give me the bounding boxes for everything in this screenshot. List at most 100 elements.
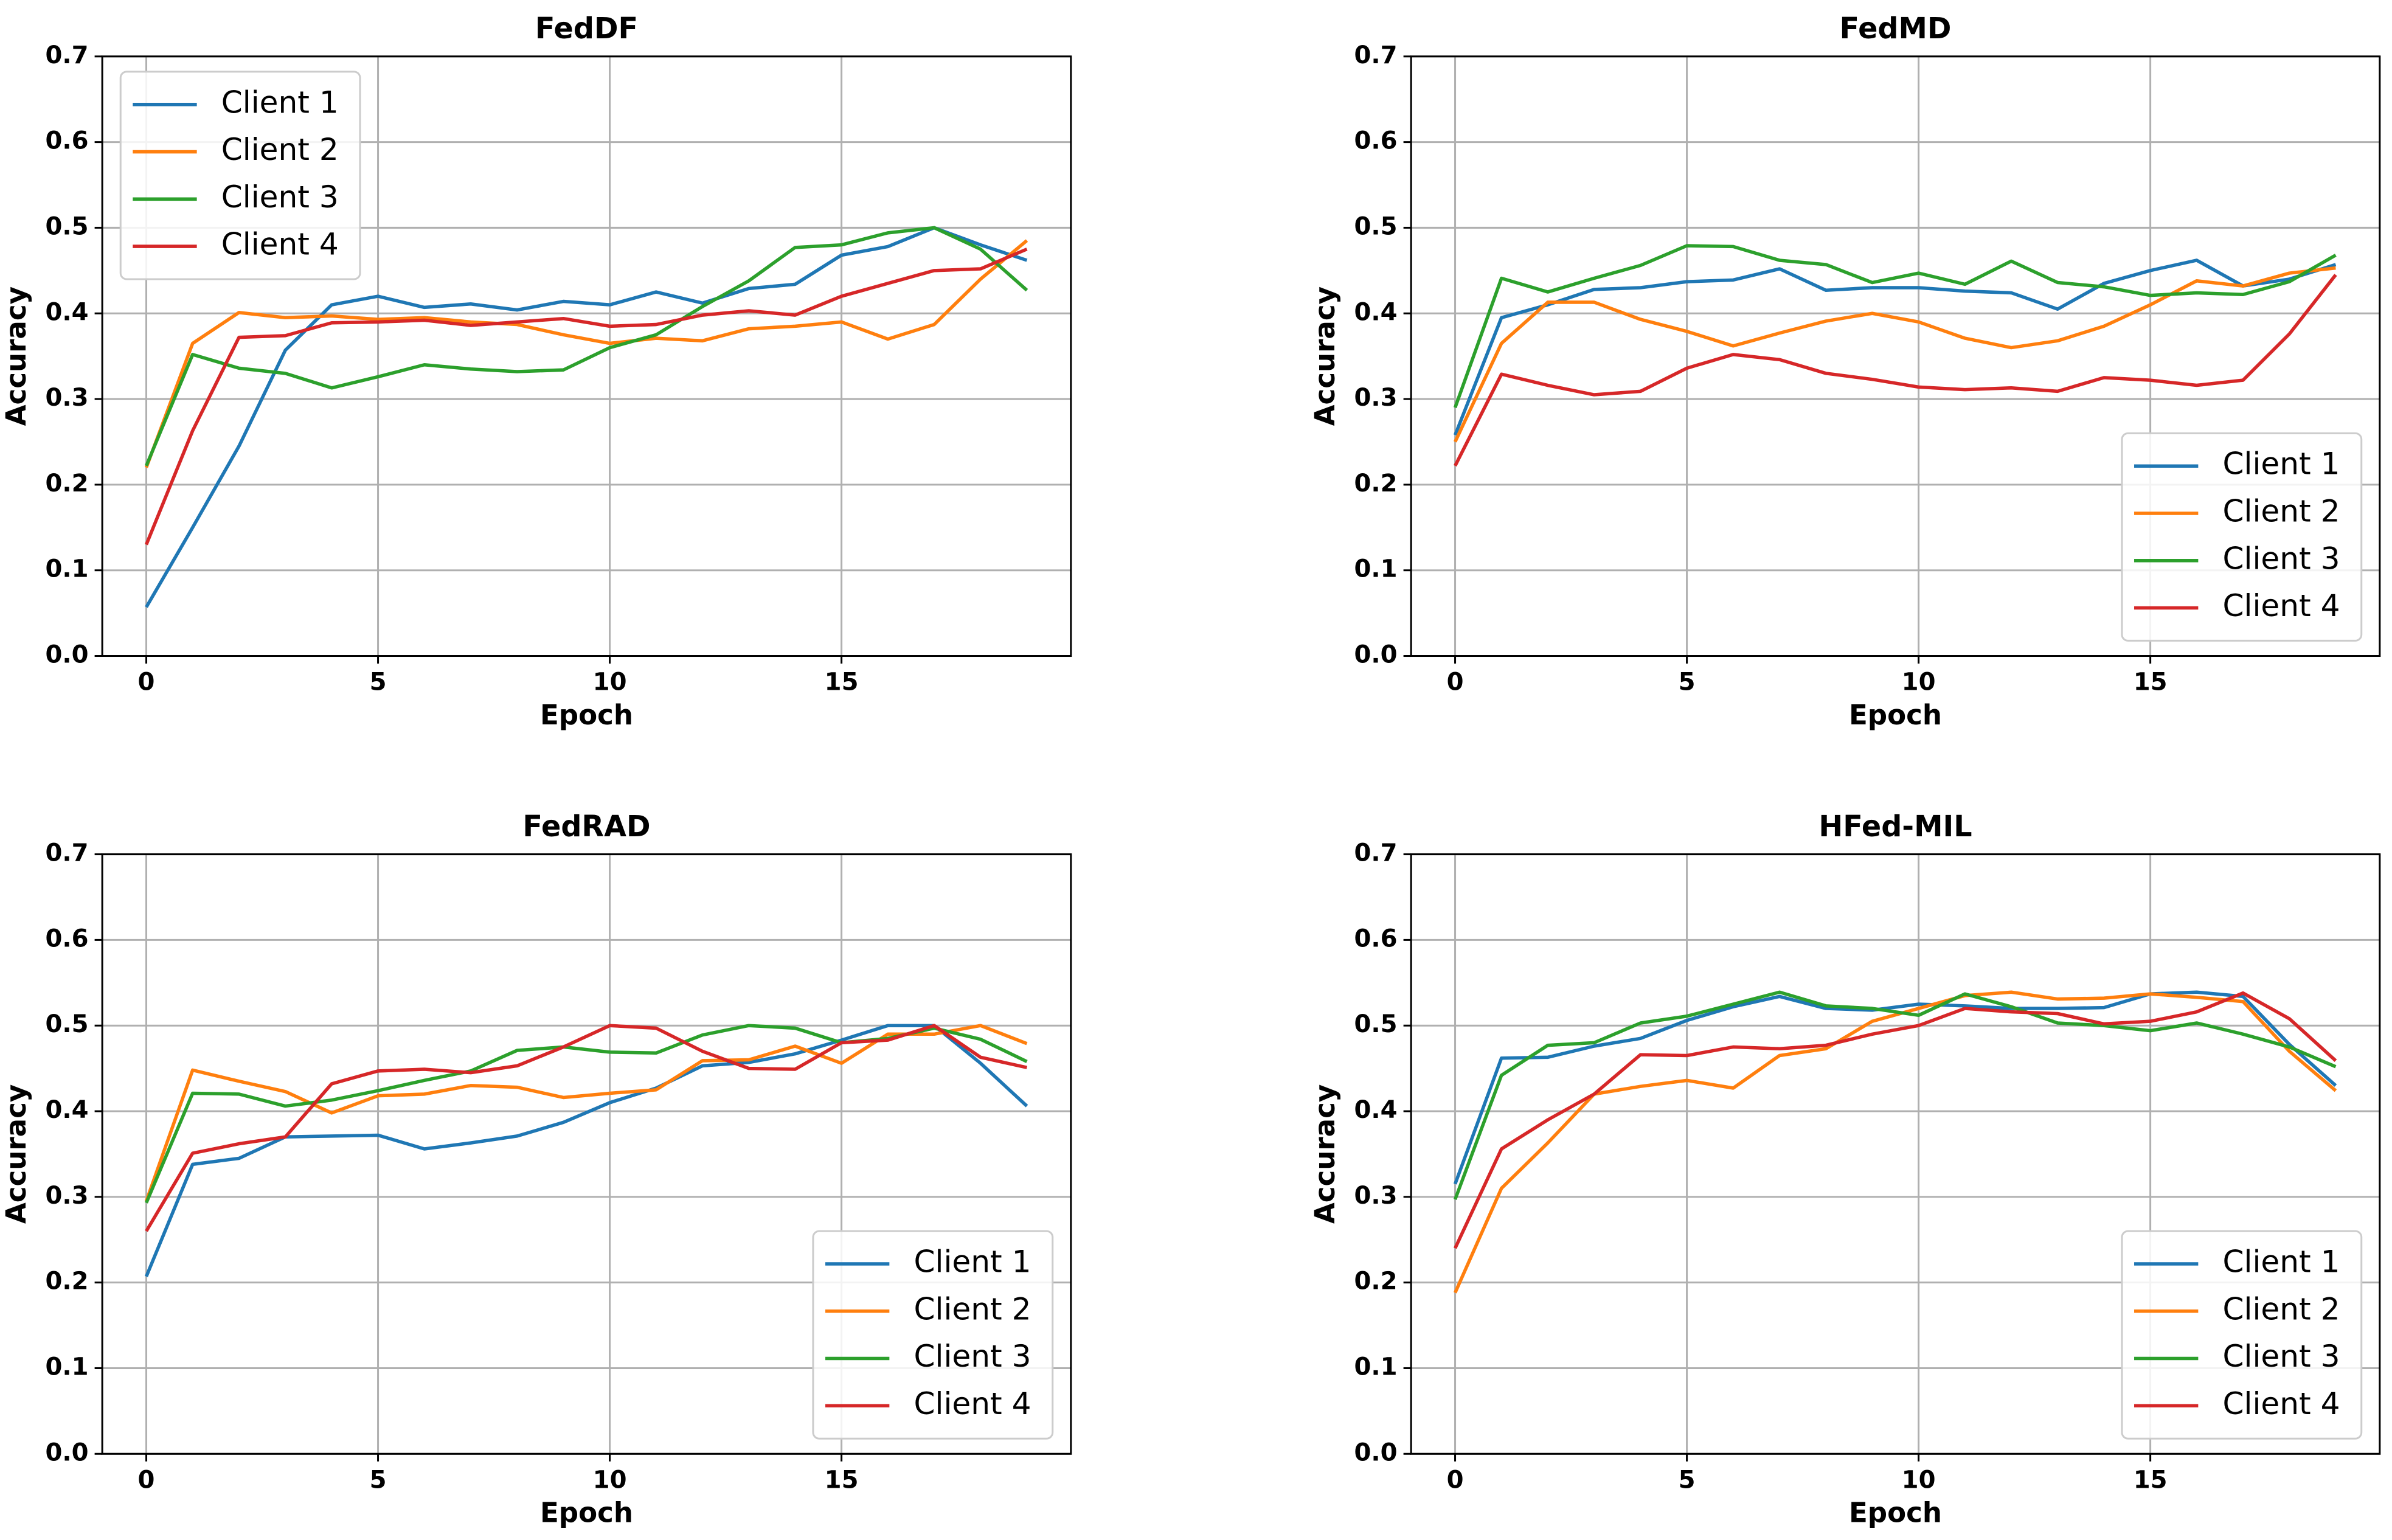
y-tick-label: 0.7 — [45, 41, 88, 69]
legend-label: Client 3 — [913, 1338, 1031, 1374]
legend-label: Client 4 — [913, 1386, 1031, 1421]
y-tick-label: 0.6 — [1354, 924, 1397, 952]
legend-label: Client 3 — [2223, 540, 2340, 576]
legend-label: Client 4 — [2223, 1386, 2340, 1421]
legend-box — [2121, 1230, 2363, 1440]
line-chart: 0.0 0.1 0.2 0.3 0.4 0.5 0.6 0.7 0 5 10 15 HFed-MIL Ep… — [1309, 810, 2381, 1529]
x-tick-label: 10 — [593, 668, 627, 696]
plot-frame — [101, 55, 1072, 657]
y-tick-label: 0.5 — [45, 212, 88, 240]
x-axis-label: Epoch — [1849, 699, 1942, 731]
y-tick-label: 0.4 — [1354, 1096, 1397, 1124]
x-tick-label: 10 — [1902, 1466, 1936, 1494]
x-tick-label: 0 — [1447, 1466, 1464, 1494]
y-tick-label: 0.1 — [1354, 1353, 1397, 1381]
legend-box — [812, 1230, 1054, 1440]
legend-label: Client 4 — [2223, 588, 2340, 623]
legend-label: Client 3 — [2223, 1338, 2340, 1374]
legend-label: Client 2 — [221, 131, 339, 167]
y-tick-label: 0.1 — [45, 555, 88, 583]
series-line — [1454, 266, 2336, 443]
y-tick-label: 0.7 — [45, 839, 88, 867]
y-tick-label: 0.0 — [45, 1438, 88, 1466]
x-tick-label: 5 — [1679, 668, 1696, 696]
y-axis-label: Accuracy — [1309, 1084, 1341, 1224]
y-tick-label: 0.4 — [45, 298, 88, 326]
legend: Client 1 Client 2 Client 3 Client 4 — [2121, 1230, 2363, 1440]
series-line — [1454, 274, 2337, 467]
legend-label: Client 1 — [221, 84, 339, 120]
y-tick-label: 0.5 — [45, 1010, 88, 1038]
y-tick-label: 0.3 — [1354, 1182, 1397, 1210]
legend-label: Client 2 — [2223, 493, 2340, 529]
series-line — [144, 1024, 1028, 1277]
x-tick-label: 0 — [1447, 668, 1464, 696]
y-tick-label: 0.4 — [1354, 298, 1397, 326]
legend-box — [2121, 432, 2363, 642]
y-tick-label: 0.6 — [45, 127, 88, 155]
x-tick-label: 15 — [2134, 1466, 2168, 1494]
series-line — [1453, 990, 2337, 1201]
series-line — [145, 226, 1028, 608]
x-tick-label: 10 — [593, 1466, 627, 1494]
legend-label: Client 2 — [2223, 1291, 2340, 1327]
series-line — [1453, 258, 2337, 436]
legend: Client 1 Client 2 Client 3 Client 4 — [2121, 432, 2363, 642]
y-tick-label: 0.3 — [45, 1182, 88, 1210]
y-tick-label: 0.5 — [1354, 212, 1397, 240]
plot-frame — [1410, 853, 2381, 1455]
series-line — [144, 239, 1028, 468]
x-axis-label: Epoch — [540, 1497, 633, 1529]
y-tick-label: 0.2 — [45, 1268, 88, 1295]
legend-box — [119, 71, 361, 280]
x-axis-label: Epoch — [1849, 1497, 1942, 1529]
chart-title: FedRAD — [522, 810, 650, 844]
y-tick-label: 0.0 — [1354, 1438, 1397, 1466]
y-axis-label: Accuracy — [1309, 286, 1341, 426]
y-tick-label: 0.2 — [1354, 1268, 1397, 1295]
legend: Client 1 Client 2 Client 3 Client 4 — [812, 1230, 1054, 1440]
x-tick-label: 0 — [138, 668, 155, 696]
x-tick-label: 15 — [825, 1466, 859, 1494]
y-tick-label: 0.0 — [1354, 641, 1397, 669]
line-chart: 0.0 0.1 0.2 0.3 0.4 0.5 0.6 0.7 0 5 10 15 FedDF Epoch… — [0, 12, 1072, 731]
chart-title: FedDF — [535, 12, 638, 46]
legend: Client 1 Client 2 Client 3 Client 4 — [119, 71, 361, 280]
series-line — [1453, 244, 2337, 409]
y-tick-label: 0.5 — [1354, 1010, 1397, 1038]
legend-label: Client 1 — [913, 1244, 1031, 1280]
x-tick-label: 15 — [825, 668, 859, 696]
y-tick-label: 0.0 — [45, 641, 88, 669]
y-tick-label: 0.2 — [1354, 470, 1397, 498]
plot-frame — [101, 853, 1072, 1455]
series-line — [144, 226, 1028, 467]
plot-frame — [1410, 55, 2381, 657]
y-tick-label: 0.6 — [45, 924, 88, 952]
y-tick-label: 0.7 — [1354, 839, 1397, 867]
line-chart: 0.0 0.1 0.2 0.3 0.4 0.5 0.6 0.7 0 5 10 15 FedRAD Epoc… — [0, 810, 1072, 1529]
legend-label: Client 2 — [913, 1291, 1031, 1327]
series-line — [145, 1024, 1028, 1232]
y-axis-label: Accuracy — [0, 286, 32, 426]
x-tick-label: 5 — [1679, 1466, 1696, 1494]
x-tick-label: 5 — [370, 668, 387, 696]
y-axis-label: Accuracy — [0, 1084, 32, 1224]
legend-label: Client 1 — [2223, 446, 2340, 482]
y-tick-label: 0.6 — [1354, 127, 1397, 155]
chart-title: FedMD — [1840, 12, 1952, 46]
x-tick-label: 5 — [370, 1466, 387, 1494]
chart-title: HFed-MIL — [1818, 810, 1972, 844]
y-tick-label: 0.7 — [1354, 41, 1397, 69]
series-line — [1454, 990, 2337, 1294]
y-tick-label: 0.4 — [45, 1096, 88, 1124]
series-line — [1454, 991, 2337, 1249]
y-tick-label: 0.1 — [45, 1353, 88, 1381]
x-axis-label: Epoch — [540, 699, 633, 731]
legend-label: Client 4 — [221, 226, 339, 262]
line-chart: 0.0 0.1 0.2 0.3 0.4 0.5 0.6 0.7 0 5 10 15 FedMD Epoch… — [1309, 12, 2381, 731]
y-tick-label: 0.2 — [45, 470, 88, 498]
y-tick-label: 0.3 — [1354, 384, 1397, 412]
series-line — [1453, 990, 2337, 1185]
